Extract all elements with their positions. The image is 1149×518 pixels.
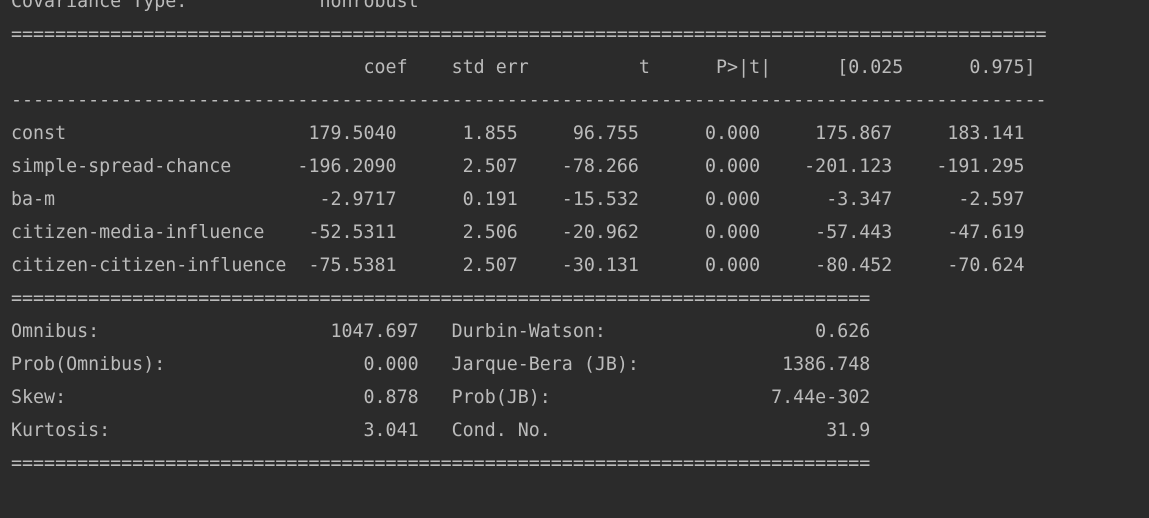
- covariance-type-line: Covariance Type: nonrobust: [11, 0, 419, 12]
- separator-double: ========================================…: [11, 453, 871, 474]
- separator-double: ========================================…: [11, 24, 1047, 45]
- separator-double: ========================================…: [11, 288, 871, 309]
- table-row: simple-spread-chance -196.2090 2.507 -78…: [11, 156, 1025, 177]
- table-row: citizen-citizen-influence -75.5381 2.507…: [11, 255, 1025, 276]
- stats-row: Kurtosis: 3.041 Cond. No. 31.9: [11, 420, 871, 441]
- console-output: Covariance Type: nonrobust =============…: [11, 0, 1141, 480]
- table-row: const 179.5040 1.855 96.755 0.000 175.86…: [11, 123, 1025, 144]
- separator-single: ----------------------------------------…: [11, 90, 1047, 111]
- table-row: citizen-media-influence -52.5311 2.506 -…: [11, 222, 1025, 243]
- stats-row: Prob(Omnibus): 0.000 Jarque-Bera (JB): 1…: [11, 354, 871, 375]
- table-header: coef std err t P>|t| [0.025 0.975]: [11, 57, 1036, 78]
- stats-row: Skew: 0.878 Prob(JB): 7.44e-302: [11, 387, 871, 408]
- table-row: ba-m -2.9717 0.191 -15.532 0.000 -3.347 …: [11, 189, 1025, 210]
- stats-row: Omnibus: 1047.697 Durbin-Watson: 0.626: [11, 321, 871, 342]
